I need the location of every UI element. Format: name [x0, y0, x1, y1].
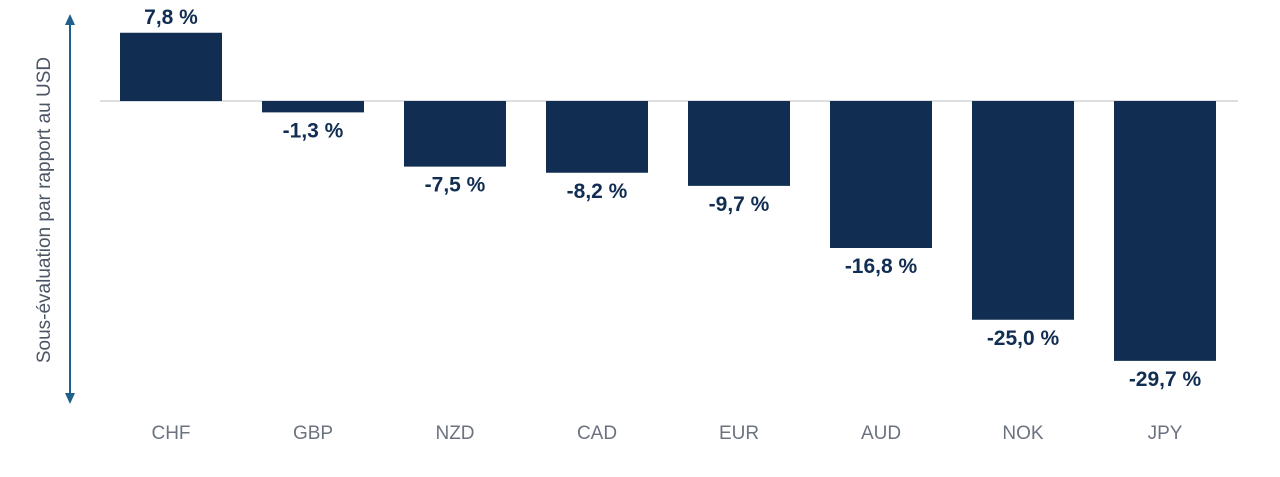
value-label-chf: 7,8 %: [144, 6, 198, 29]
y-axis: Sous-évaluation par rapport au USD: [34, 14, 75, 404]
value-label-cad: -8,2 %: [567, 180, 628, 203]
bar-cad: [546, 101, 648, 173]
bars: [120, 32, 1216, 361]
y-axis-title: Sous-évaluation par rapport au USD: [34, 57, 55, 363]
category-label-eur: EUR: [719, 423, 759, 444]
value-label-nzd: -7,5 %: [425, 174, 486, 197]
category-label-nok: NOK: [1002, 423, 1044, 444]
bar-jpy: [1114, 101, 1216, 361]
bar-nzd: [404, 101, 506, 167]
value-label-aud: -16,8 %: [845, 255, 918, 278]
bar-nok: [972, 101, 1074, 320]
category-label-cad: CAD: [577, 423, 617, 444]
y-axis-arrow-up: [65, 14, 75, 25]
value-labels: 7,8 % -1,3 % -7,5 % -8,2 % -9,7 % -16,8 % -25,…: [144, 6, 1201, 391]
value-label-eur: -9,7 %: [709, 193, 770, 216]
value-label-nok: -25,0 %: [987, 327, 1060, 350]
category-label-chf: CHF: [151, 423, 190, 444]
bar-chf: [120, 32, 222, 101]
category-labels: CHF GBP NZD CAD EUR AUD NOK JPY: [151, 423, 1182, 444]
y-axis-arrow-down: [65, 393, 75, 404]
category-label-aud: AUD: [861, 423, 901, 444]
category-label-nzd: NZD: [435, 423, 474, 444]
bar-gbp: [262, 101, 364, 113]
value-label-jpy: -29,7 %: [1129, 368, 1202, 391]
bar-aud: [830, 101, 932, 248]
value-label-gbp: -1,3 %: [283, 119, 344, 142]
category-label-jpy: JPY: [1148, 423, 1183, 444]
bar-eur: [688, 101, 790, 186]
category-label-gbp: GBP: [293, 423, 333, 444]
